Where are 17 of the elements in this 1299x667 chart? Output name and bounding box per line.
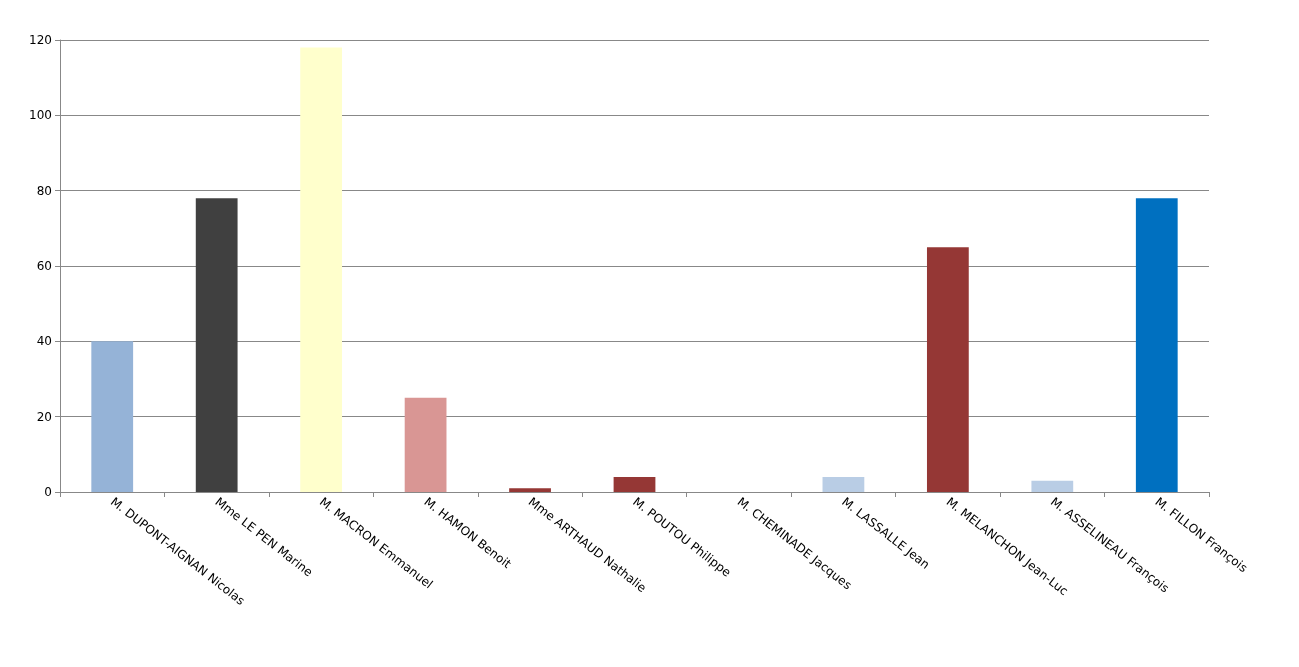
y-tick-label: 120 bbox=[29, 33, 52, 47]
y-tick-label: 60 bbox=[36, 259, 52, 273]
bar bbox=[300, 47, 343, 492]
y-tick-label: 40 bbox=[36, 334, 52, 349]
bar bbox=[195, 198, 238, 492]
bar bbox=[91, 341, 134, 492]
bar bbox=[404, 397, 447, 492]
bar bbox=[1135, 198, 1178, 492]
y-tick-label: 20 bbox=[36, 409, 52, 424]
bar bbox=[1031, 480, 1074, 492]
bar bbox=[822, 476, 865, 492]
y-tick-label: 80 bbox=[36, 183, 52, 198]
bar bbox=[509, 488, 551, 492]
bar bbox=[926, 247, 969, 492]
bar bbox=[613, 476, 656, 492]
y-tick-label: 100 bbox=[29, 108, 52, 123]
y-tick-label: 0 bbox=[44, 485, 52, 499]
